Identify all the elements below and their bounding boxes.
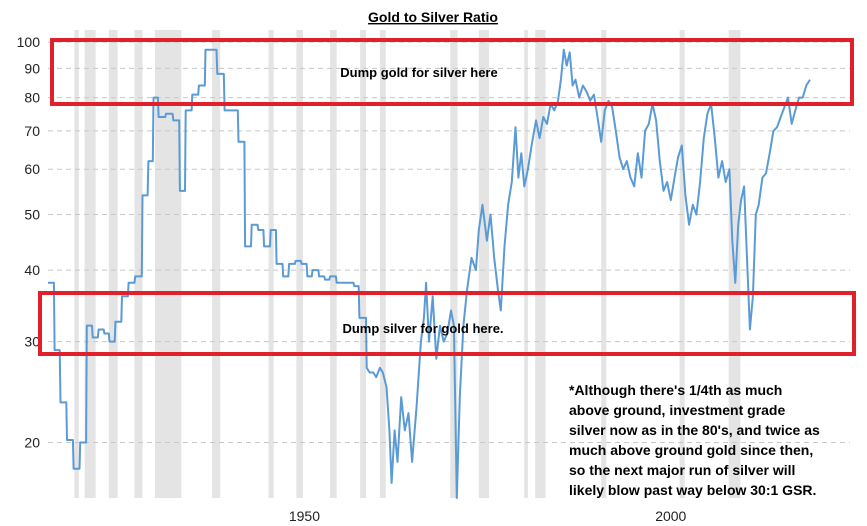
annotation-note: *Although there's 1/4th as much above gr… (569, 380, 861, 500)
note-line: above ground, investment grade (569, 402, 786, 418)
y-tick-label: 90 (24, 60, 40, 76)
y-tick-label: 20 (24, 434, 40, 450)
y-axis-ticks: 20 30 40 50 60 70 80 90 100 (17, 34, 41, 450)
series-line (48, 48, 811, 499)
recession-band (478, 30, 490, 498)
y-tick-label: 30 (24, 334, 40, 350)
x-axis-ticks: 1950 2000 (289, 508, 687, 524)
recession-band (524, 30, 528, 498)
y-tick-label: 100 (17, 34, 41, 50)
recession-band (296, 30, 303, 498)
recession-band (379, 30, 386, 498)
note-line: *Although there's 1/4th as much (569, 382, 783, 398)
y-tick-label: 40 (24, 262, 40, 278)
recession-band (108, 30, 118, 498)
note-line: silver now as in the 80's, and twice as (569, 422, 820, 438)
note-line: so the next major run of silver will (569, 462, 796, 478)
recession-band (360, 30, 366, 498)
recession-band (601, 30, 607, 498)
bottom-zone-label: Dump silver for gold here. (342, 321, 503, 336)
y-tick-label: 70 (24, 123, 40, 139)
x-tick-label: 2000 (655, 508, 686, 524)
gridlines (48, 41, 850, 443)
chart-title: Gold to Silver Ratio (368, 9, 498, 25)
y-tick-label: 50 (24, 207, 40, 223)
recession-band (84, 30, 96, 498)
top-zone-label: Dump gold for silver here (340, 65, 497, 80)
recession-band (330, 30, 337, 498)
bottom-zone-box (38, 291, 856, 356)
note-line: likely blow past way below 30:1 GSR. (569, 482, 817, 498)
recession-band (74, 30, 79, 498)
recession-band (134, 30, 143, 498)
recession-band (535, 30, 546, 498)
recession-band (679, 30, 685, 498)
recession-band (154, 30, 182, 498)
series-gold-silver-ratio (48, 48, 811, 499)
note-line: much above ground gold since then, (569, 442, 814, 458)
recession-band (268, 30, 274, 498)
y-tick-label: 80 (24, 90, 40, 106)
y-tick-label: 60 (24, 161, 40, 177)
recession-band (212, 30, 221, 498)
x-tick-label: 1950 (289, 508, 320, 524)
top-zone-box (50, 38, 854, 106)
recession-band (450, 30, 458, 498)
